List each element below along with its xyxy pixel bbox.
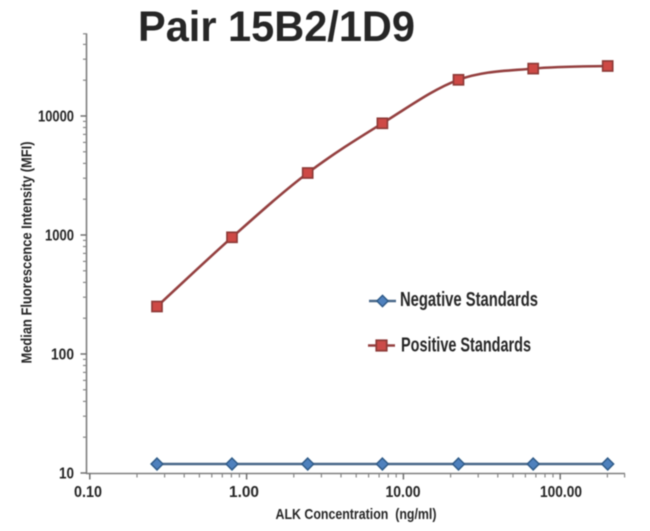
svg-text:Negative Standards: Negative Standards — [400, 289, 538, 311]
svg-text:100: 100 — [51, 347, 74, 364]
svg-text:0.10: 0.10 — [74, 484, 102, 501]
svg-text:1000: 1000 — [45, 228, 74, 245]
svg-text:ALK Concentration (ng/ml): ALK Concentration (ng/ml) — [276, 506, 437, 523]
svg-text:Median Fluorescence Intensity: Median Fluorescence Intensity (MFI) — [19, 142, 36, 364]
svg-text:1.00: 1.00 — [229, 484, 259, 501]
svg-text:10.00: 10.00 — [386, 484, 421, 501]
svg-text:10: 10 — [59, 466, 74, 483]
svg-text:Pair 15B2/1D9: Pair 15B2/1D9 — [138, 3, 415, 51]
svg-text:10000: 10000 — [38, 109, 74, 126]
svg-text:Positive Standards: Positive Standards — [401, 335, 531, 357]
svg-text:100.00: 100.00 — [540, 484, 582, 501]
